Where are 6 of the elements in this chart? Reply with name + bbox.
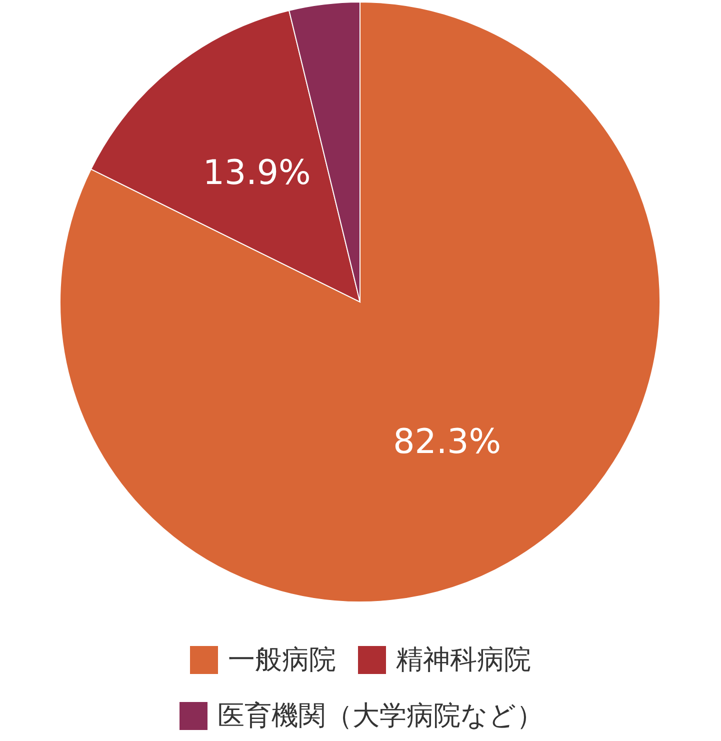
pie-slice — [60, 2, 660, 602]
legend-label: 医育機関（大学病院など） — [218, 700, 544, 732]
data-label: 13.9% — [202, 153, 311, 194]
data-label: 82.3% — [393, 422, 502, 462]
legend-label: 一般病院 — [228, 644, 336, 676]
legend-label: 精神科病院 — [396, 644, 531, 676]
